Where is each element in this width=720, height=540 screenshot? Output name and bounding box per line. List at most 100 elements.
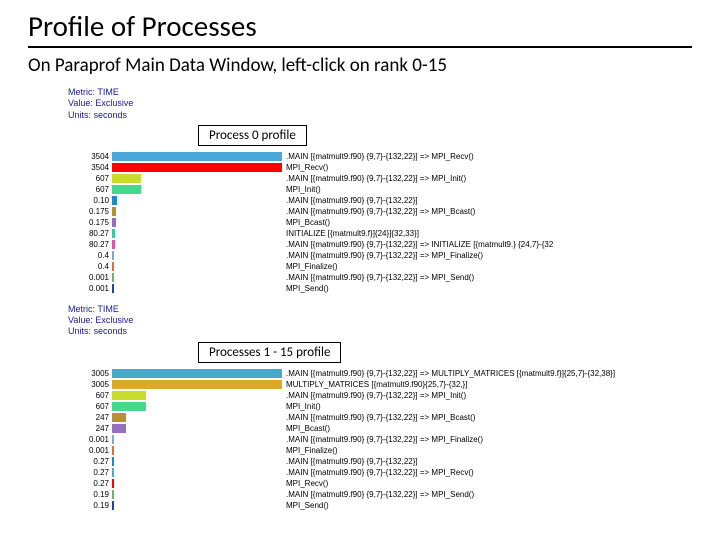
bar-value: 247: [68, 424, 112, 433]
bar-label: .MAIN [{matmult9.f90} {9,7}-{132,22}] =>…: [286, 207, 475, 216]
bar-track: [112, 251, 282, 260]
title-divider: [28, 46, 692, 48]
profile-chart-2: 3005.MAIN [{matmult9.f90} {9,7}-{132,22}…: [68, 369, 692, 511]
bar-track: [112, 435, 282, 444]
bar-label: .MAIN [{matmult9.f90} {9,7}-{132,22}] =>…: [286, 174, 466, 183]
bar-fill: [112, 369, 282, 378]
bar-fill: [112, 262, 114, 271]
bar-value: 3504: [68, 152, 112, 161]
bar-row: 0.27 .MAIN [{matmult9.f90} {9,7}-{132,22}…: [68, 457, 692, 467]
bar-label: MPI_Recv(): [286, 479, 328, 488]
bar-fill: [112, 273, 114, 282]
bar-value: 80.27: [68, 229, 112, 238]
bar-track: [112, 413, 282, 422]
bar-value: 0.19: [68, 501, 112, 510]
bar-row: 0.10.MAIN [{matmult9.f90} {9,7}-{132,22}…: [68, 196, 692, 206]
bar-value: 0.27: [68, 457, 112, 466]
metric-line: Units: seconds: [68, 326, 692, 337]
bar-track: [112, 468, 282, 477]
bar-row: 0.4.MAIN [{matmult9.f90} {9,7}-{132,22}]…: [68, 251, 692, 261]
bar-row: 0.175MPI_Bcast(): [68, 218, 692, 228]
bar-value: 0.19: [68, 490, 112, 499]
bar-fill: [112, 479, 114, 488]
bar-label: .MAIN [{matmult9.f90} {9,7}-{132,22}] =>…: [286, 413, 475, 422]
bar-label: .MAIN [{matmult9.f90} {9,7}-{132,22}] =>…: [286, 240, 553, 249]
bar-track: [112, 262, 282, 271]
bar-label: .MAIN [{matmult9.f90} {9,7}-{132,22}] =>…: [286, 152, 474, 161]
bar-row: 3504 .MAIN [{matmult9.f90} {9,7}-{132,22}…: [68, 152, 692, 162]
bar-value: 607: [68, 174, 112, 183]
bar-fill: [112, 490, 114, 499]
bar-value: 607: [68, 402, 112, 411]
bar-fill: [112, 251, 114, 260]
bar-value: 0.27: [68, 479, 112, 488]
metric-line: Value: Exclusive: [68, 98, 692, 109]
bar-label: .MAIN [{matmult9.f90} {9,7}-{132,22}] =>…: [286, 369, 615, 378]
bar-label: .MAIN [{matmult9.f90} {9,7}-{132,22}] =>…: [286, 490, 474, 499]
bar-row: 0.27 .MAIN [{matmult9.f90} {9,7}-{132,22}…: [68, 468, 692, 478]
bar-value: 0.001: [68, 284, 112, 293]
metric-line: Value: Exclusive: [68, 315, 692, 326]
bar-track: [112, 424, 282, 433]
bar-track: [112, 369, 282, 378]
bar-track: [112, 185, 282, 194]
bar-label: MULTIPLY_MATRICES [{matmult9.f90}{25,7}-…: [286, 380, 467, 389]
bar-row: 0.001.MAIN [{matmult9.f90} {9,7}-{132,22…: [68, 273, 692, 283]
bar-row: 80.27INITIALIZE [{matmult9.f}]{24}]{32,3…: [68, 229, 692, 239]
bar-value: 607: [68, 391, 112, 400]
bar-track: [112, 402, 282, 411]
bar-track: [112, 229, 282, 238]
bar-row: 0.175.MAIN [{matmult9.f90} {9,7}-{132,22…: [68, 207, 692, 217]
bar-track: [112, 380, 282, 389]
bar-track: [112, 152, 282, 161]
metric-line: Units: seconds: [68, 110, 692, 121]
bar-fill: [112, 163, 282, 172]
bar-fill: [112, 424, 126, 433]
bar-track: [112, 501, 282, 510]
bar-track: [112, 240, 282, 249]
bar-track: [112, 163, 282, 172]
bar-track: [112, 174, 282, 183]
bar-row: 80.27 .MAIN [{matmult9.f90} {9,7}-{132,22…: [68, 240, 692, 250]
bar-row: 247.MAIN [{matmult9.f90} {9,7}-{132,22}]…: [68, 413, 692, 423]
bar-row: 0.27 MPI_Recv(): [68, 479, 692, 489]
metric-line: Metric: TIME: [68, 87, 692, 98]
bar-fill: [112, 229, 115, 238]
bar-row: 607.MAIN [{matmult9.f90} {9,7}-{132,22}]…: [68, 391, 692, 401]
bar-label: MPI_Init(): [286, 185, 321, 194]
bar-label: MPI_Init(): [286, 402, 321, 411]
bar-row: 0.19 .MAIN [{matmult9.f90} {9,7}-{132,22}…: [68, 490, 692, 500]
bar-fill: [112, 207, 116, 216]
bar-label: MPI_Recv(): [286, 163, 328, 172]
bar-fill: [112, 501, 114, 510]
bar-row: 0.001MPI_Finalize(): [68, 446, 692, 456]
bar-value: 0.10: [68, 196, 112, 205]
bar-label: MPI_Send(): [286, 284, 329, 293]
bar-fill: [112, 240, 115, 249]
bar-value: 80.27: [68, 240, 112, 249]
bar-label: .MAIN [{matmult9.f90} {9,7}-{132,22}] =>…: [286, 273, 474, 282]
bar-track: [112, 284, 282, 293]
bar-fill: [112, 174, 141, 183]
bar-track: [112, 218, 282, 227]
bar-label: MPI_Bcast(): [286, 424, 330, 433]
bar-fill: [112, 284, 114, 293]
bar-row: 247 MPI_Bcast(): [68, 424, 692, 434]
bar-row: 0.001.MAIN [{matmult9.f90} {9,7}-{132,22…: [68, 435, 692, 445]
bar-fill: [112, 446, 114, 455]
callout-process-1-15: Processes 1 - 15 profile: [198, 342, 341, 363]
bar-label: MPI_Finalize(): [286, 446, 338, 455]
bar-row: 0.19MPI_Send(): [68, 501, 692, 511]
profile-chart-1: 3504 .MAIN [{matmult9.f90} {9,7}-{132,22}…: [68, 152, 692, 294]
bar-row: 0.4MPI_Finalize(): [68, 262, 692, 272]
bar-value: 0.27: [68, 468, 112, 477]
bar-label: .MAIN [{matmult9.f90} {9,7}-{132,22}] =>…: [286, 468, 474, 477]
bar-track: [112, 196, 282, 205]
bar-fill: [112, 152, 282, 161]
bar-fill: [112, 380, 282, 389]
bar-track: [112, 273, 282, 282]
bar-fill: [112, 196, 117, 205]
bar-fill: [112, 391, 146, 400]
bar-label: .MAIN [{matmult9.f90} {9,7}-{132,22}]: [286, 457, 418, 466]
bar-value: 3504: [68, 163, 112, 172]
